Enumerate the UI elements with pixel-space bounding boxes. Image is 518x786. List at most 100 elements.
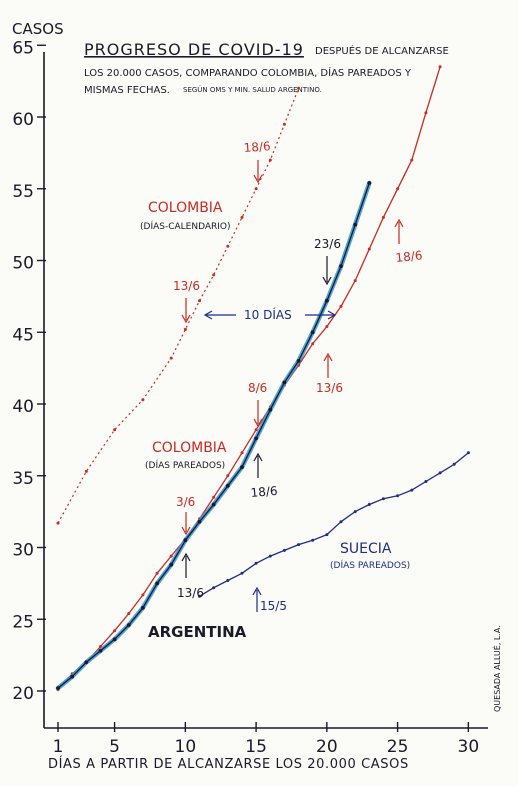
data-point bbox=[325, 325, 329, 328]
data-point bbox=[98, 648, 103, 653]
data-point bbox=[410, 488, 414, 492]
x-tick-label: 20 bbox=[316, 737, 338, 757]
x-tick-label: 10 bbox=[175, 737, 197, 757]
x-tick-label: 5 bbox=[109, 737, 120, 757]
y-tick-label: 40 bbox=[12, 397, 34, 417]
series-layer bbox=[55, 65, 470, 692]
data-point bbox=[339, 264, 343, 269]
data-point bbox=[84, 660, 89, 665]
chart-title: PROGRESO DE COVID-19 bbox=[84, 40, 304, 59]
data-point bbox=[353, 279, 357, 283]
data-point bbox=[424, 480, 428, 483]
data-point bbox=[325, 533, 329, 537]
series-colombia-paired bbox=[56, 65, 442, 692]
data-point bbox=[198, 299, 201, 303]
data-point bbox=[84, 469, 88, 473]
data-point bbox=[353, 222, 358, 227]
data-point bbox=[282, 548, 286, 552]
y-tick-label: 45 bbox=[12, 325, 34, 345]
annotation-text: 23/6 bbox=[314, 237, 341, 251]
data-point bbox=[169, 356, 173, 360]
data-point bbox=[211, 502, 216, 507]
chart-subtitle-2: MISMAS FECHAS. bbox=[84, 85, 170, 96]
data-point bbox=[212, 273, 216, 277]
series-label-argentina: ARGENTINA bbox=[148, 623, 247, 641]
data-point bbox=[381, 497, 385, 501]
data-point bbox=[113, 629, 117, 633]
y-tick-label: 25 bbox=[12, 612, 34, 632]
annotation-text: 10 DÍAS bbox=[244, 307, 292, 322]
annotations-layer: 18/6 13/6 10 DÍAS 23/6 18/6 8/6 bbox=[173, 139, 423, 613]
y-tick-label: 60 bbox=[12, 110, 34, 130]
data-point bbox=[339, 304, 343, 308]
annotation-arrowhead-left bbox=[203, 310, 213, 320]
data-point bbox=[466, 451, 470, 455]
data-point bbox=[141, 398, 145, 402]
annotation-text: 3/6 bbox=[176, 495, 195, 509]
annotation-arrowhead bbox=[252, 586, 262, 596]
series-sweden bbox=[198, 451, 470, 598]
data-point bbox=[296, 359, 301, 363]
annotation-text: 15/5 bbox=[260, 599, 287, 613]
annotation-arrowhead bbox=[323, 352, 333, 362]
data-point bbox=[339, 520, 343, 524]
annotation-text: 18/6 bbox=[243, 139, 271, 155]
y-tick-label: 55 bbox=[12, 182, 34, 202]
series-label-colombia-calendar: COLOMBIA bbox=[148, 200, 223, 216]
annotation-18-6-paired-colombia: 18/6 bbox=[394, 218, 423, 265]
data-point bbox=[141, 605, 145, 610]
series-sublabel-sweden: (DÍAS PAREADOS) bbox=[330, 559, 410, 571]
author-signature: QUESADA ALLUÉ, L.A. bbox=[491, 625, 502, 712]
data-point bbox=[169, 554, 173, 558]
data-point bbox=[225, 483, 230, 488]
data-point bbox=[240, 571, 244, 575]
data-point bbox=[367, 247, 371, 251]
y-tick-label: 35 bbox=[12, 469, 34, 489]
annotation-text: 8/6 bbox=[248, 381, 267, 395]
data-point bbox=[410, 158, 414, 162]
annotation-23-6: 23/6 bbox=[314, 237, 341, 286]
data-point bbox=[226, 474, 230, 478]
annotation-arrowhead bbox=[181, 314, 191, 324]
data-point bbox=[367, 181, 372, 185]
data-point bbox=[56, 686, 60, 690]
series-sublabel-colombia-calendar: (DÍAS-CALENDARIO) bbox=[140, 220, 231, 232]
annotation-15-5: 15/5 bbox=[252, 586, 287, 613]
data-point bbox=[226, 579, 230, 582]
annotation-13-6-calendar: 13/6 bbox=[173, 279, 200, 324]
series-label-sweden: SUECIA bbox=[340, 541, 392, 557]
series-argentina bbox=[55, 180, 372, 691]
annotation-text: 13/6 bbox=[316, 381, 343, 395]
annotation-arrowhead bbox=[394, 218, 404, 228]
data-point bbox=[127, 612, 131, 615]
data-point bbox=[310, 330, 315, 335]
data-point bbox=[282, 122, 286, 126]
series-colombia-calendar bbox=[56, 86, 301, 525]
series-line bbox=[57, 66, 441, 691]
annotation-arrowhead bbox=[253, 452, 263, 462]
data-point bbox=[169, 562, 174, 567]
data-point bbox=[297, 543, 301, 547]
x-ticks: 1 5 10 15 20 25 30 bbox=[53, 722, 479, 757]
data-point bbox=[268, 158, 272, 162]
data-point bbox=[240, 465, 244, 469]
annotation-arrowhead bbox=[181, 526, 191, 536]
annotation-13-6-paired: 13/6 bbox=[316, 352, 343, 395]
series-highlight-line bbox=[55, 180, 372, 691]
data-point bbox=[212, 495, 216, 499]
data-point bbox=[311, 342, 315, 346]
data-point bbox=[282, 380, 287, 385]
data-point bbox=[155, 571, 159, 575]
data-point bbox=[254, 436, 258, 441]
y-axis-label: CASOS bbox=[12, 20, 64, 38]
annotation-arrowhead bbox=[322, 276, 332, 286]
data-point bbox=[198, 594, 201, 598]
data-point bbox=[70, 674, 75, 679]
series-label-colombia-paired: COLOMBIA bbox=[152, 440, 227, 456]
data-point bbox=[99, 645, 102, 648]
data-point bbox=[183, 327, 187, 331]
annotation-text: 18/6 bbox=[250, 484, 278, 500]
chart-subtitle-1: LOS 20.000 CASOS, COMPARANDO COLOMBIA, D… bbox=[84, 66, 412, 79]
y-tick-label: 20 bbox=[12, 684, 34, 704]
